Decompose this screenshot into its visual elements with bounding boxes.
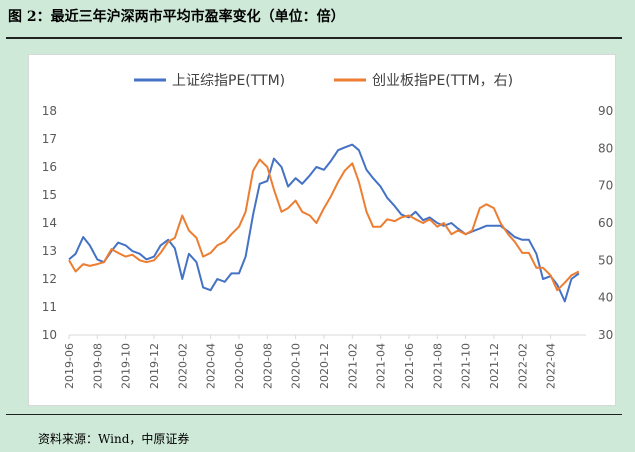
- left-axis-tick-label: 16: [42, 160, 57, 174]
- top-rule: [6, 37, 622, 39]
- x-axis-tick-label: 2019-12: [148, 343, 161, 389]
- pe-line-chart: 10 11 12 13 14 15 16 17 18 30 40 50 60 70 80 90 2019-06 2…: [42, 73, 614, 389]
- x-axis-tick-label: 2019-08: [91, 343, 104, 389]
- x-axis-tick-label: 2022-02: [516, 343, 529, 389]
- right-axis-tick-label: 90: [598, 104, 613, 118]
- x-axis-tick-label: 2021-06: [403, 343, 416, 389]
- chart-panel: 10 11 12 13 14 15 16 17 18 30 40 50 60 70 80 90 2019-06 2…: [28, 54, 616, 406]
- left-axis-tick-label: 12: [42, 272, 57, 286]
- bottom-rule: [6, 414, 622, 415]
- x-axis-tick-label: 2020-02: [176, 343, 189, 389]
- left-axis-tick-label: 13: [42, 244, 57, 258]
- x-axis-tick-label: 2021-10: [460, 343, 473, 389]
- left-axis-tick-label: 15: [42, 188, 57, 202]
- x-axis-tick-label: 2020-04: [205, 343, 218, 389]
- right-axis-tick-label: 30: [598, 328, 613, 342]
- x-axis-tick-label: 2019-10: [120, 343, 133, 389]
- series-line-shanghai-pe: [68, 143, 580, 303]
- right-axis-tick-label: 50: [598, 253, 613, 267]
- left-axis-tick-label: 18: [42, 104, 57, 118]
- x-axis-tick-label: 2020-10: [290, 343, 303, 389]
- left-axis-tick-label: 11: [42, 300, 57, 314]
- right-axis-tick-label: 70: [598, 179, 613, 193]
- x-axis-tick-label: 2022-04: [545, 343, 558, 389]
- x-axis-tick-label: 2021-12: [488, 343, 501, 389]
- left-axis-tick-label: 17: [42, 132, 57, 146]
- figure-title: 图 2：最近三年沪深两市平均市盈率变化（单位：倍）: [8, 9, 345, 25]
- right-axis-tick-label: 80: [598, 141, 613, 155]
- series-line-chinext-pe: [68, 158, 580, 292]
- right-axis-tick-label: 60: [598, 216, 613, 230]
- x-axis-tick-label: 2020-12: [318, 343, 331, 389]
- x-axis-tick-label: 2020-08: [261, 343, 274, 389]
- x-axis-tick-label: 2020-06: [233, 343, 246, 389]
- left-axis-tick-label: 10: [42, 328, 57, 342]
- x-axis-tick-label: 2021-02: [346, 343, 359, 389]
- left-axis-tick-label: 14: [42, 216, 57, 230]
- source-note: 资料来源：Wind，中原证券: [38, 432, 190, 446]
- x-axis-tick-label: 2021-04: [375, 343, 388, 389]
- x-axis-tick-label: 2021-08: [431, 343, 444, 389]
- x-axis-tick-label: 2019-06: [63, 343, 76, 389]
- right-axis-tick-label: 40: [598, 291, 613, 305]
- legend-label-chinext: 创业板指PE(TTM，右): [372, 73, 513, 89]
- legend-label-shanghai: 上证综指PE(TTM): [172, 73, 285, 89]
